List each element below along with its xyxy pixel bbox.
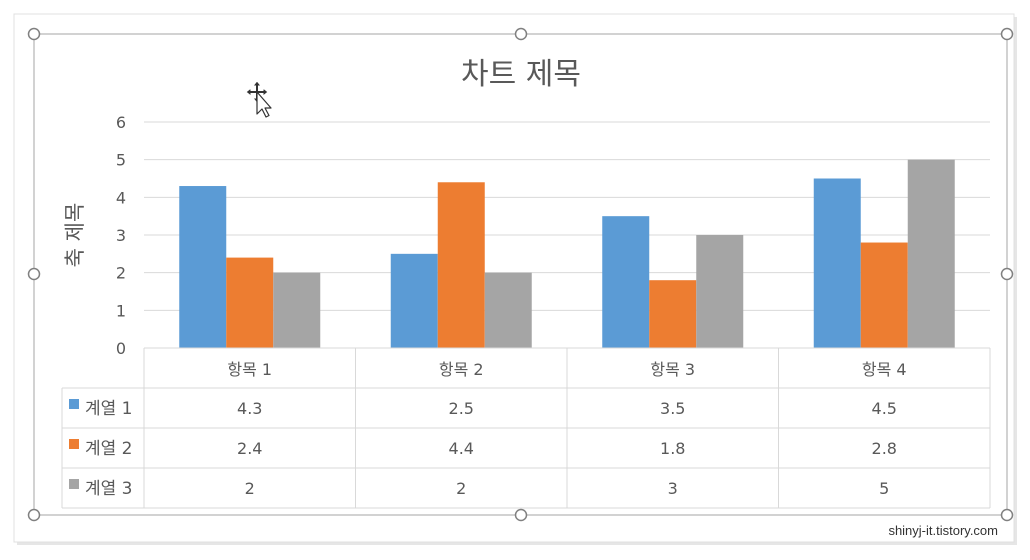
resize-handle[interactable]	[27, 267, 41, 281]
bar-series-2-item-2[interactable]	[437, 182, 485, 348]
series-name-label: 계열 3	[85, 479, 133, 499]
y-axis-title[interactable]: 축 제목	[63, 203, 87, 268]
table-cell-value: 5	[879, 479, 889, 498]
bar-series-2-item-3[interactable]	[649, 280, 697, 348]
resize-handles	[27, 27, 1014, 522]
table-cell-value: 2.4	[237, 439, 262, 458]
table-cell-value: 2.5	[449, 399, 474, 418]
bar-series-3-item-2[interactable]	[484, 272, 532, 348]
table-cell-value: 3.5	[660, 399, 685, 418]
legend-key-series-2	[69, 439, 79, 449]
move-cursor-icon	[245, 80, 272, 118]
resize-handle[interactable]	[514, 508, 528, 522]
bar-series-3-item-1[interactable]	[273, 272, 321, 348]
table-cell-value: 4.4	[449, 439, 474, 458]
category-label: 항목 2	[439, 360, 484, 379]
category-label: 항목 3	[650, 360, 695, 379]
table-cell-value: 3	[668, 479, 678, 498]
resize-handle[interactable]	[1000, 267, 1014, 281]
resize-handle[interactable]	[1000, 508, 1014, 522]
y-tick-label: 4	[116, 188, 126, 207]
legend-key-series-3	[69, 479, 79, 489]
bar-series-1-item-3[interactable]	[602, 216, 650, 348]
series-name-label: 계열 1	[85, 399, 133, 419]
resize-handle[interactable]	[27, 508, 41, 522]
table-cell-value: 2	[456, 479, 466, 498]
table-cell-value: 4.3	[237, 399, 262, 418]
legend-key-series-1	[69, 399, 79, 409]
bar-series-1-item-2[interactable]	[390, 253, 438, 348]
bar-series-3-item-4[interactable]	[907, 159, 955, 348]
plot-bars	[179, 159, 955, 349]
resize-handle[interactable]	[27, 27, 41, 41]
y-tick-label: 3	[116, 226, 126, 245]
bar-series-2-item-4[interactable]	[860, 242, 908, 348]
chart-title[interactable]: 차트 제목	[461, 57, 581, 92]
bar-series-2-item-1[interactable]	[226, 257, 274, 348]
table-cell-value: 2.8	[872, 439, 897, 458]
bar-series-1-item-4[interactable]	[813, 178, 861, 349]
y-tick-label: 1	[116, 301, 126, 320]
series-name-label: 계열 2	[85, 439, 133, 459]
data-table: 항목 1 항목 2 항목 3 항목 4 계열 1 4.3 2.5 3.5 4.5 계열 2 2.4 4…	[61, 347, 991, 509]
y-tick-label: 6	[116, 113, 126, 132]
table-cell-value: 4.5	[872, 399, 897, 418]
y-axis-tick-labels: 0 1 2 3 4 5 6	[116, 113, 126, 358]
table-cell-value: 1.8	[660, 439, 685, 458]
resize-handle[interactable]	[1000, 27, 1014, 41]
resize-handle[interactable]	[514, 27, 528, 41]
category-label: 항목 4	[862, 360, 907, 379]
y-tick-label: 2	[116, 264, 126, 283]
watermark: shinyj-it.tistory.com	[888, 523, 998, 538]
bar-series-1-item-1[interactable]	[179, 186, 227, 348]
y-tick-label: 5	[116, 151, 126, 170]
bar-series-3-item-3[interactable]	[696, 235, 744, 348]
category-label: 항목 1	[227, 360, 272, 379]
y-tick-label: 0	[116, 339, 126, 358]
table-cell-value: 2	[245, 479, 255, 498]
